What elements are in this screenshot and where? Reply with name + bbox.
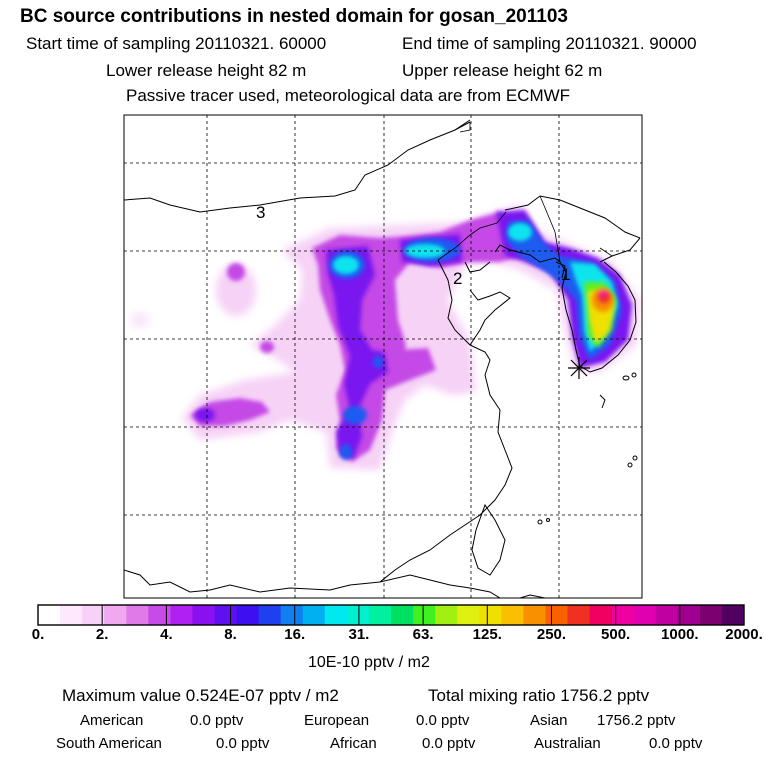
colorbar-swatch: [192, 605, 215, 625]
colorbar-swatch: [368, 605, 392, 625]
colorbar-swatch: [479, 605, 502, 625]
plot-title: BC source contributions in nested domain…: [20, 6, 568, 27]
african-value: 0.0 pptv: [422, 735, 476, 752]
colorbar-swatch: [60, 605, 83, 625]
colorbar-swatch: [258, 605, 282, 625]
colorbar-tick-label: 2000.: [725, 626, 763, 643]
colorbar-tick-label: 4.: [160, 626, 173, 643]
asian-value: 1756.2 pptv: [597, 712, 676, 729]
colorbar-swatch: [324, 605, 348, 625]
colorbar-swatch: [126, 605, 149, 625]
colorbar-swatch: [699, 605, 723, 625]
colorbar-tick-label: 0.: [31, 626, 45, 643]
colorbar-swatch: [655, 605, 679, 625]
plume-red-core: [592, 288, 614, 312]
colorbar-swatch: [214, 605, 238, 625]
american-label: American: [80, 712, 144, 729]
colorbar-swatch: [677, 605, 701, 625]
total-mixing-ratio: Total mixing ratio 1756.2 pptv: [428, 686, 650, 705]
colorbar-swatch: [501, 605, 524, 625]
colorbar-swatch: [545, 605, 568, 625]
max-value: Maximum value 0.524E-07 pptv / m2: [62, 686, 339, 705]
region-label-2: 2: [453, 269, 462, 288]
colorbar: [38, 605, 745, 625]
map-frame: [123, 114, 643, 599]
colorbar-frame: [37, 604, 745, 626]
asian-label: Asian: [530, 712, 568, 729]
region-label-1: 1: [561, 265, 570, 284]
colorbar-tick-label: 31.: [348, 626, 370, 643]
colorbar-swatch: [633, 605, 657, 625]
colorbar-swatch: [567, 605, 591, 625]
african-label: African: [330, 735, 377, 752]
colorbar-units: 10E-10 pptv / m2: [308, 654, 430, 671]
colorbar-swatch: [457, 605, 480, 625]
plume-light-fringe: [130, 205, 640, 470]
colorbar-swatch: [435, 605, 458, 625]
coastlines: [124, 119, 641, 598]
european-label: European: [304, 712, 370, 729]
colorbar-swatch: [611, 605, 635, 625]
upper-release-label: Upper release height 62 m: [402, 61, 603, 80]
colorbar-tick-label: 500.: [601, 626, 631, 643]
colorbar-swatch: [38, 605, 61, 625]
colorbar-swatch: [589, 605, 613, 625]
colorbar-tick-label: 8.: [224, 626, 237, 643]
colorbar-swatch: [302, 605, 326, 625]
colorbar-swatch: [82, 605, 105, 625]
south-american-value: 0.0 pptv: [216, 735, 270, 752]
colorbar-tick-label: 1000.: [661, 626, 699, 643]
region-label-3: 3: [256, 203, 265, 222]
colorbar-tick-label: 250.: [536, 626, 567, 643]
start-time-label: Start time of sampling 20110321. 60000: [26, 34, 327, 53]
gosan-star-marker: [568, 357, 590, 379]
australian-label: Australian: [534, 735, 601, 752]
colorbar-swatch: [148, 605, 171, 625]
colorbar-swatch: [523, 605, 546, 625]
south-american-label: South American: [56, 735, 162, 752]
grid-lines: [124, 115, 642, 598]
colorbar-tick-label: 63.: [412, 626, 434, 643]
colorbar-swatch: [721, 605, 745, 625]
colorbar-swatch: [346, 605, 370, 625]
tracer-note: Passive tracer used, meteorological data…: [126, 86, 571, 105]
colorbar-swatch: [413, 605, 436, 625]
australian-value: 0.0 pptv: [649, 735, 703, 752]
colorbar-tick-label: 16.: [284, 626, 306, 643]
end-time-label: End time of sampling 20110321. 90000: [402, 34, 697, 53]
colorbar-tick-label: 125.: [472, 626, 502, 643]
lower-release-label: Lower release height 82 m: [106, 61, 307, 80]
european-value: 0.0 pptv: [416, 712, 470, 729]
colorbar-swatch: [104, 605, 127, 625]
colorbar-swatch: [280, 605, 304, 625]
colorbar-tick-label: 2.: [95, 626, 109, 643]
american-value: 0.0 pptv: [190, 712, 244, 729]
colorbar-swatch: [170, 605, 193, 625]
province-borders: [437, 122, 613, 263]
colorbar-swatch: [391, 605, 414, 625]
colorbar-swatch: [236, 605, 260, 625]
